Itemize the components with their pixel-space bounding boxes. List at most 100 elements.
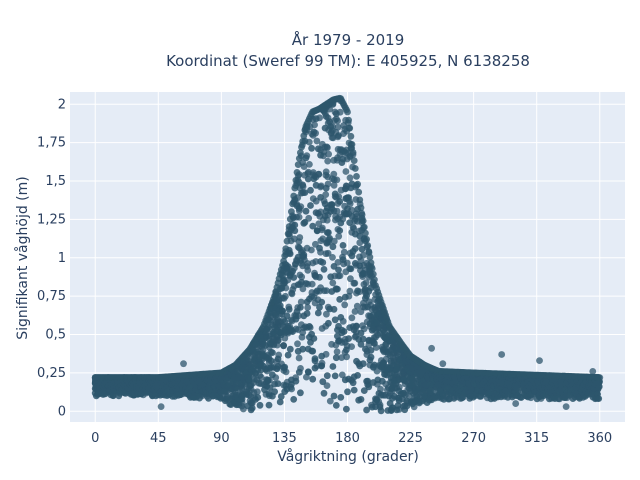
data-point <box>302 207 310 215</box>
data-point <box>316 273 323 281</box>
y-axis-label: Signifikant våghöjd (m) <box>14 176 31 339</box>
data-point <box>340 147 348 155</box>
data-point <box>595 395 603 402</box>
data-point <box>294 161 302 169</box>
data-point <box>235 401 243 409</box>
data-point <box>338 371 346 379</box>
data-point <box>297 389 304 397</box>
data-point <box>364 242 372 249</box>
y-tick-label: 0,25 <box>37 366 66 381</box>
y-tick-label: 1,75 <box>37 136 66 151</box>
data-point <box>367 347 375 354</box>
data-point <box>595 374 603 381</box>
data-point <box>356 262 364 270</box>
data-point <box>274 317 282 325</box>
data-point <box>345 335 352 342</box>
data-point <box>318 298 326 306</box>
data-point <box>389 354 397 362</box>
data-point <box>277 393 285 400</box>
data-point <box>330 181 338 189</box>
data-point <box>276 302 284 309</box>
data-point <box>311 355 319 362</box>
data-point <box>373 396 381 404</box>
data-point <box>346 174 354 182</box>
data-point <box>309 222 317 230</box>
data-point <box>245 376 253 383</box>
data-point <box>314 145 322 153</box>
data-point <box>267 357 275 365</box>
data-point <box>350 386 358 394</box>
data-point <box>333 176 341 184</box>
data-point <box>248 404 256 412</box>
data-point <box>328 288 336 295</box>
data-point <box>315 220 323 228</box>
data-point <box>291 227 299 235</box>
data-point <box>369 325 377 333</box>
data-point <box>357 341 365 348</box>
data-point <box>339 256 347 263</box>
data-point <box>304 368 312 376</box>
y-tick-label: 0 <box>58 404 66 419</box>
data-point <box>254 394 262 401</box>
data-point <box>345 116 352 124</box>
data-point <box>291 221 299 229</box>
x-tick-label: 360 <box>587 431 612 446</box>
outlier-point <box>439 360 447 368</box>
data-point <box>330 392 338 400</box>
data-point <box>296 234 304 241</box>
data-point <box>348 314 356 322</box>
data-point <box>255 379 263 387</box>
data-point <box>376 329 384 337</box>
data-point <box>283 385 291 393</box>
data-point <box>316 244 323 252</box>
data-point <box>336 227 344 235</box>
data-point <box>326 397 334 405</box>
data-point <box>309 195 317 203</box>
data-point <box>311 364 319 372</box>
data-point <box>308 280 316 288</box>
outlier-point <box>157 403 165 411</box>
data-point <box>304 175 312 183</box>
data-point <box>251 375 258 383</box>
data-point <box>285 230 293 238</box>
data-point <box>329 279 337 287</box>
data-point <box>306 161 313 168</box>
data-point <box>344 205 351 213</box>
data-point <box>298 143 305 151</box>
data-point <box>284 351 292 359</box>
data-point <box>332 341 340 349</box>
outlier-point <box>536 357 543 365</box>
data-point <box>307 186 314 194</box>
y-tick-label: 1 <box>58 251 66 266</box>
data-point <box>320 266 328 273</box>
data-point <box>304 266 312 274</box>
data-point <box>335 132 342 140</box>
data-point <box>385 346 393 354</box>
data-point <box>274 380 282 387</box>
outlier-point <box>428 344 435 352</box>
x-tick-label: 315 <box>524 431 549 446</box>
x-tick-label: 135 <box>272 431 297 446</box>
data-point <box>348 343 355 350</box>
data-point <box>336 272 344 280</box>
data-point <box>365 248 373 255</box>
data-point <box>343 405 350 413</box>
data-point <box>325 229 332 236</box>
data-point <box>357 396 365 403</box>
data-point <box>247 381 255 389</box>
data-point <box>318 362 326 370</box>
data-point <box>318 352 326 360</box>
data-point <box>322 191 330 199</box>
data-point <box>413 365 421 372</box>
data-point <box>335 232 343 240</box>
data-point <box>242 357 249 365</box>
y-tick-label: 0,5 <box>45 328 66 343</box>
x-tick-label: 270 <box>461 431 486 446</box>
data-point <box>285 246 293 254</box>
data-point <box>289 267 296 275</box>
outlier-point <box>512 400 520 407</box>
data-point <box>292 315 300 323</box>
data-point <box>350 279 358 287</box>
y-tick-label: 2 <box>58 97 66 112</box>
